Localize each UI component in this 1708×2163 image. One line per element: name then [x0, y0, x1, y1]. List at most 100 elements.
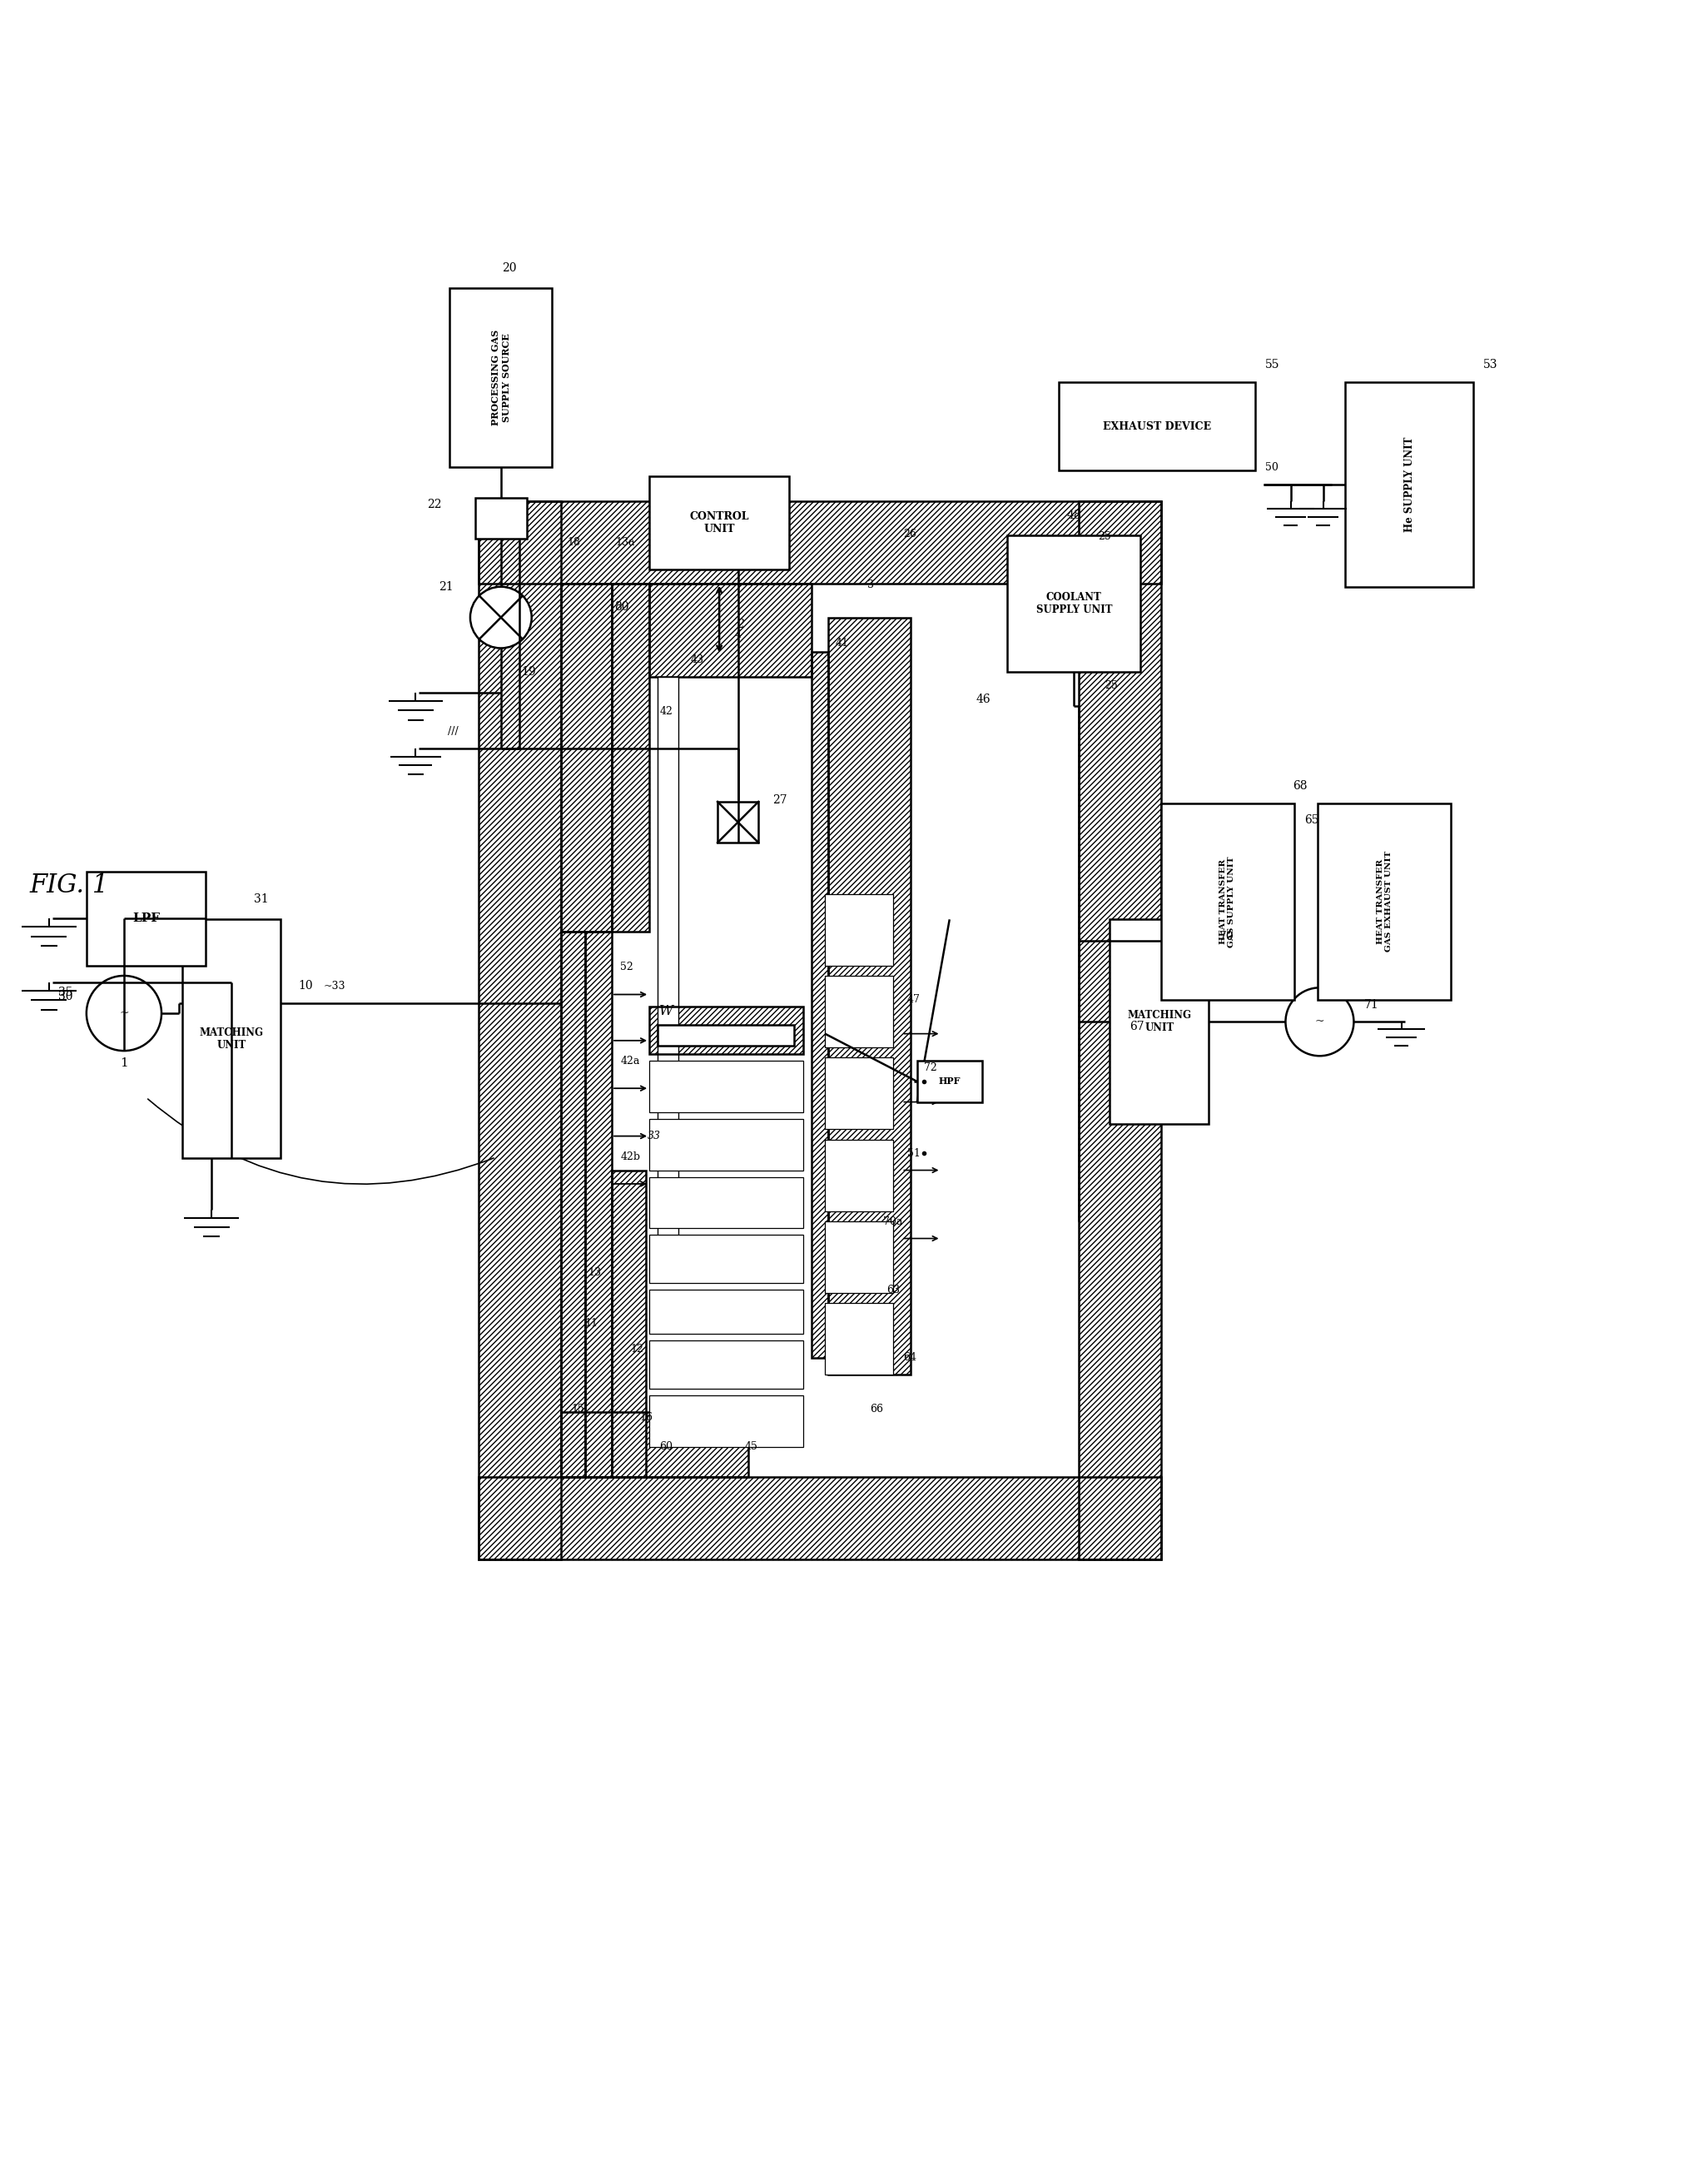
Bar: [649, 1062, 803, 1112]
Text: 65: 65: [1305, 815, 1319, 826]
Bar: [1059, 383, 1255, 472]
Text: 16: 16: [639, 1412, 652, 1423]
Text: 60: 60: [659, 1441, 673, 1451]
Bar: [560, 932, 586, 1477]
Bar: [1008, 536, 1141, 673]
Text: 63: 63: [886, 1285, 900, 1296]
Text: 31: 31: [254, 893, 268, 904]
Text: 3: 3: [868, 580, 874, 590]
Text: HEAT TRANSFER
GAS SUPPLY UNIT: HEAT TRANSFER GAS SUPPLY UNIT: [1220, 857, 1235, 947]
Text: PROCESSING GAS
SUPPLY SOURCE: PROCESSING GAS SUPPLY SOURCE: [490, 329, 511, 426]
Bar: [1161, 802, 1295, 999]
Text: 47: 47: [907, 995, 921, 1006]
Circle shape: [470, 586, 531, 649]
Text: 35: 35: [58, 986, 73, 999]
Text: 10: 10: [297, 980, 313, 993]
Bar: [649, 476, 789, 569]
Bar: [1110, 919, 1209, 1125]
Text: ~: ~: [1315, 1017, 1324, 1027]
Text: 21: 21: [439, 582, 453, 593]
Text: He SUPPLY UNIT: He SUPPLY UNIT: [1404, 437, 1414, 532]
Text: 41: 41: [835, 638, 849, 649]
Bar: [611, 1170, 646, 1477]
Text: MATCHING
UNIT: MATCHING UNIT: [200, 1027, 263, 1051]
Text: 15: 15: [570, 1404, 584, 1415]
Text: 48: 48: [1068, 508, 1081, 521]
Text: 50: 50: [1266, 463, 1279, 474]
Text: CONTROL
UNIT: CONTROL UNIT: [690, 510, 750, 534]
Bar: [560, 1412, 748, 1477]
Bar: [828, 616, 910, 1376]
Bar: [649, 1118, 803, 1170]
Bar: [649, 1289, 803, 1335]
Bar: [560, 932, 586, 1477]
Bar: [811, 651, 828, 1358]
Bar: [649, 584, 811, 677]
Text: 70a: 70a: [883, 1216, 904, 1226]
Circle shape: [1286, 988, 1354, 1056]
Text: 51: 51: [907, 1149, 921, 1159]
Bar: [828, 616, 910, 1376]
Bar: [478, 1477, 1161, 1560]
Bar: [658, 677, 678, 1272]
Circle shape: [87, 976, 162, 1051]
Text: 42b: 42b: [620, 1151, 640, 1162]
Text: COOLANT
SUPPLY UNIT: COOLANT SUPPLY UNIT: [1037, 593, 1112, 616]
Text: 20: 20: [502, 262, 518, 273]
Text: HPF: HPF: [938, 1077, 960, 1086]
Bar: [611, 584, 649, 932]
Bar: [649, 1235, 803, 1283]
Bar: [1346, 383, 1474, 586]
Bar: [658, 1025, 794, 1045]
Text: 4: 4: [734, 629, 741, 640]
Bar: [478, 502, 560, 1560]
Bar: [478, 502, 1161, 584]
Text: 71: 71: [1365, 999, 1378, 1010]
Text: 70: 70: [1220, 930, 1233, 943]
Text: 25: 25: [1105, 681, 1119, 692]
Text: 80: 80: [615, 601, 629, 612]
Text: 22: 22: [427, 500, 441, 510]
Bar: [825, 1222, 893, 1293]
Text: MATCHING
UNIT: MATCHING UNIT: [1127, 1010, 1192, 1034]
Bar: [560, 1412, 748, 1477]
Text: 45: 45: [745, 1441, 758, 1451]
Text: HEAT TRANSFER
GAS EXHAUST UNIT: HEAT TRANSFER GAS EXHAUST UNIT: [1377, 850, 1392, 952]
Text: 25: 25: [1098, 532, 1112, 543]
Bar: [917, 1062, 982, 1101]
Text: ~: ~: [120, 1008, 128, 1019]
Bar: [586, 932, 611, 1477]
Text: 42: 42: [659, 705, 673, 716]
Bar: [649, 1341, 803, 1389]
Bar: [478, 502, 1161, 584]
Bar: [649, 1395, 803, 1447]
Text: ///: ///: [447, 727, 458, 738]
Bar: [475, 497, 526, 539]
Bar: [449, 288, 552, 467]
Bar: [87, 872, 207, 965]
Text: 18: 18: [567, 536, 581, 547]
Text: 53: 53: [1484, 359, 1498, 370]
Text: 19: 19: [521, 666, 536, 677]
Bar: [825, 1140, 893, 1211]
Text: ~33: ~33: [323, 980, 345, 991]
Bar: [611, 1170, 646, 1477]
Bar: [560, 584, 611, 932]
Text: 46: 46: [975, 694, 991, 705]
Bar: [649, 1006, 803, 1053]
Text: 52: 52: [620, 963, 634, 973]
Bar: [1079, 502, 1161, 1560]
Text: 72: 72: [924, 1062, 938, 1073]
Text: 67: 67: [1129, 1021, 1144, 1032]
Bar: [825, 1304, 893, 1376]
Text: FIG. 1: FIG. 1: [29, 872, 109, 898]
Text: EXHAUST DEVICE: EXHAUST DEVICE: [1103, 422, 1211, 433]
Text: 1: 1: [120, 1058, 128, 1069]
Bar: [586, 932, 611, 1477]
Text: 55: 55: [1266, 359, 1279, 370]
Text: 2: 2: [736, 619, 743, 629]
Bar: [649, 1006, 803, 1053]
Bar: [811, 651, 828, 1358]
Bar: [825, 976, 893, 1047]
Bar: [825, 893, 893, 965]
